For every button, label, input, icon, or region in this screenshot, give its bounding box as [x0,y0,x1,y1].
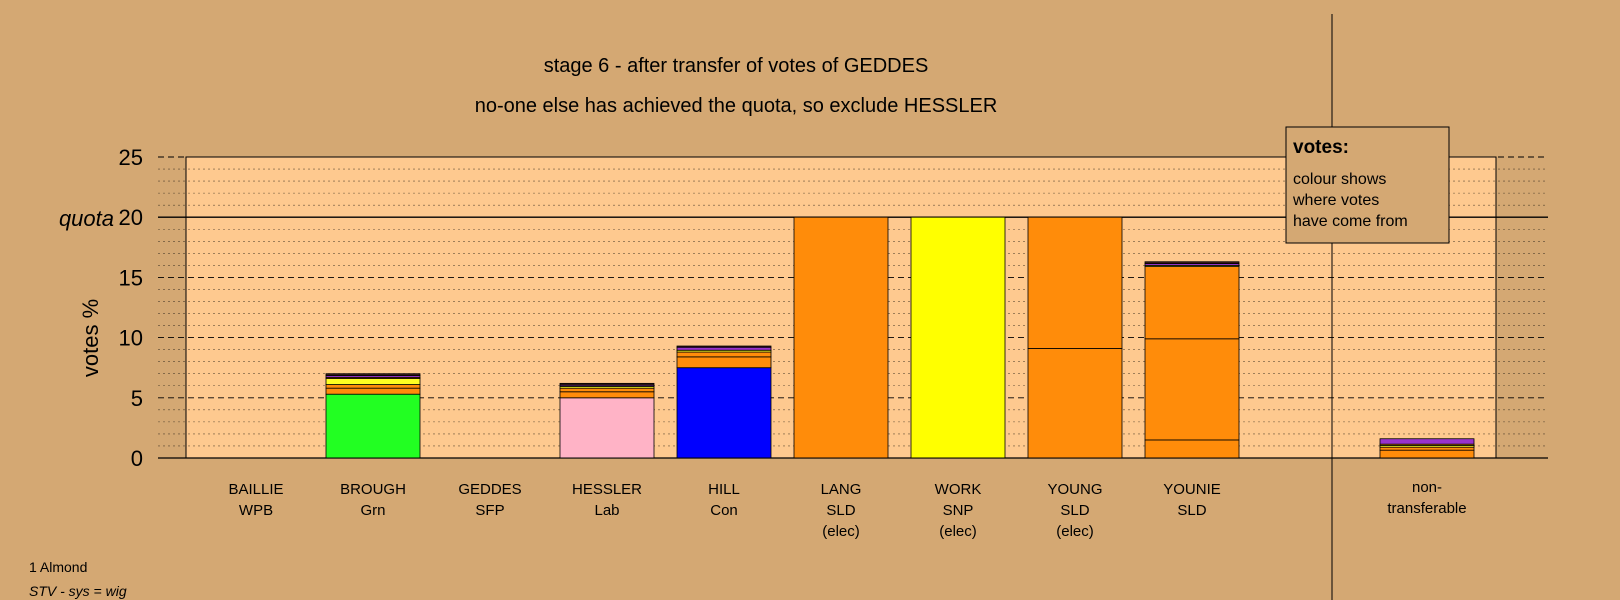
bars [325,216,1475,459]
y-tick-label: 10 [119,326,143,351]
bar-segment [559,391,655,399]
bar-hill [676,345,772,459]
candidate-note: (elec) [939,523,977,540]
bar-segment [325,384,421,389]
bar-segment [793,216,889,459]
bar-segment [676,367,772,459]
bar-segment [559,382,655,386]
bar-segment [1027,348,1123,459]
bar-segment [325,373,421,376]
candidate-party: WPB [239,502,273,519]
chart-subtitle: no-one else has achieved the quota, so e… [475,95,998,117]
bar-lang [793,216,889,459]
y-tick-label: 20 [119,205,143,230]
bar-segment [559,387,655,393]
candidate-labels: BAILLIE WPB BROUGH Grn GEDDES SFP HESSLER Lab HI… [228,479,1466,540]
footer-constituency: 1 Almond [29,559,87,575]
y-tick-label: 25 [119,145,143,170]
bar-segment [1379,449,1475,459]
legend: votes: colour shows where votes have com… [1285,126,1450,244]
candidate-note: (elec) [1056,523,1094,540]
bar-segment [325,393,421,459]
y-tick-label: 0 [131,446,143,471]
bar-young [1027,216,1123,459]
legend-box [1285,126,1450,244]
y-axis-label: votes % [78,299,103,377]
y-tick-label: 5 [131,386,143,411]
bar-nontransferable [1379,438,1475,459]
candidate-name: GEDDES [458,481,521,498]
candidate-name: LANG [821,481,862,498]
bar-segment [676,345,772,348]
candidate-note: (elec) [822,523,860,540]
bar-segment [325,387,421,395]
legend-line-3: have come from [1293,213,1408,230]
candidate-name: BAILLIE [228,481,283,498]
candidate-name: YOUNIE [1163,481,1221,498]
candidate-party: SNP [943,502,974,519]
candidate-name: HESSLER [572,481,642,498]
bar-segment [1379,446,1475,451]
candidate-name: BROUGH [340,481,406,498]
candidate-party: SLD [1060,502,1089,519]
bar-segment [1144,439,1240,459]
nontransferable-label: transferable [1387,500,1466,517]
candidate-party: SLD [826,502,855,519]
quota-label: quota [59,206,114,231]
bar-hessler [559,382,655,459]
legend-line-2: where votes [1292,192,1379,209]
footer-system: STV - sys = wig [29,583,127,599]
candidate-party: Grn [360,502,385,519]
bar-segment [1027,216,1123,349]
candidate-party: Con [710,502,738,519]
bar-segment [559,397,655,459]
bar-segment [1144,261,1240,264]
bar-segment [1144,338,1240,441]
candidate-name: YOUNG [1047,481,1102,498]
bar-brough [325,373,421,459]
chart-title: stage 6 - after transfer of votes of GED… [544,55,929,77]
bar-segment [1379,438,1475,445]
bar-segment [910,216,1006,459]
legend-line-1: colour shows [1293,171,1386,188]
bar-segment [676,351,772,358]
bar-segment [325,378,421,385]
bar-segment [1144,266,1240,340]
bar-segment [676,346,772,351]
bar-younie [1144,261,1240,459]
plot-left-margin [158,157,186,458]
y-tick-labels: 0 5 10 15 20 25 [119,145,143,471]
plot-right-margin [1496,157,1548,458]
candidate-party: SFP [475,502,504,519]
bar-work [910,216,1006,459]
nontransferable-label: non- [1412,479,1442,496]
candidate-party: Lab [594,502,619,519]
candidate-name: HILL [708,481,740,498]
bar-segment [676,356,772,369]
candidate-party: SLD [1177,502,1206,519]
y-tick-label: 15 [119,265,143,290]
candidate-name: WORK [935,481,982,498]
plot-border [185,156,1497,459]
legend-heading: votes: [1293,137,1349,158]
